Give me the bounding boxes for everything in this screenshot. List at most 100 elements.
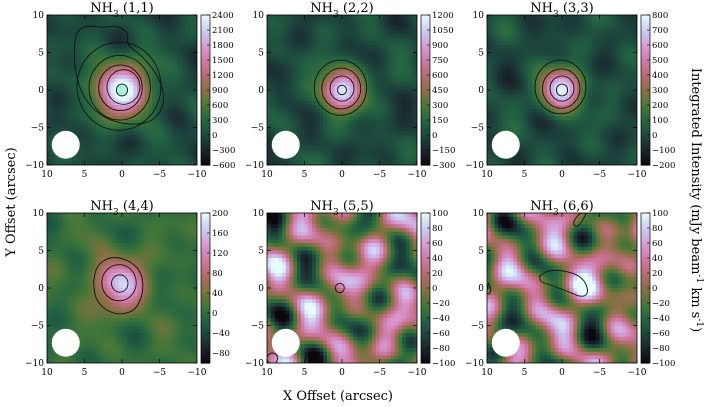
heatmap-cell bbox=[368, 15, 373, 20]
heatmap-cell bbox=[405, 37, 411, 42]
heatmap-cell bbox=[62, 157, 67, 162]
heatmap-cell bbox=[88, 157, 93, 162]
heatmap-cell bbox=[137, 67, 142, 72]
heatmap-cell bbox=[543, 90, 548, 95]
heatmap-cell bbox=[584, 33, 589, 39]
heatmap-cell bbox=[487, 138, 492, 144]
heatmap-cell bbox=[569, 86, 574, 91]
heatmap-cell bbox=[520, 101, 526, 106]
heatmap-cell bbox=[80, 63, 86, 69]
heatmap-cell bbox=[312, 157, 317, 162]
heatmap-cell bbox=[599, 150, 604, 155]
heatmap-cell bbox=[293, 90, 298, 95]
heatmap-cell bbox=[99, 131, 104, 136]
heatmap-cell bbox=[357, 71, 362, 76]
heatmap-cell bbox=[330, 150, 336, 155]
heatmap-cell bbox=[144, 18, 149, 24]
heatmap-cell bbox=[118, 142, 123, 147]
heatmap-cell bbox=[65, 86, 71, 91]
heatmap-cell bbox=[73, 123, 78, 129]
heatmap-cell bbox=[152, 135, 157, 140]
heatmap-cell bbox=[402, 15, 407, 20]
heatmap-cell bbox=[92, 78, 97, 84]
heatmap-cell bbox=[182, 93, 187, 99]
heatmap-cell bbox=[300, 127, 306, 132]
heatmap-cell bbox=[129, 97, 134, 102]
heatmap-cell bbox=[547, 56, 552, 61]
heatmap-cell bbox=[390, 60, 396, 65]
heatmap-cell bbox=[558, 52, 563, 57]
heatmap-cell bbox=[349, 15, 354, 20]
heatmap-cell bbox=[543, 93, 548, 99]
heatmap-cell bbox=[193, 30, 197, 35]
heatmap-cell bbox=[62, 86, 67, 91]
heatmap-cell bbox=[372, 48, 377, 54]
heatmap-cell bbox=[278, 90, 283, 95]
heatmap-cell bbox=[267, 22, 272, 27]
heatmap-cell bbox=[405, 48, 411, 54]
heatmap-cell bbox=[610, 153, 616, 159]
heatmap-cell bbox=[520, 15, 526, 20]
heatmap-cell bbox=[319, 97, 324, 102]
heatmap-cell bbox=[114, 67, 119, 72]
heatmap-cell bbox=[189, 157, 194, 162]
heatmap-cell bbox=[50, 135, 56, 140]
heatmap-cell bbox=[607, 146, 612, 151]
heatmap-cell bbox=[65, 108, 71, 114]
heatmap-cell bbox=[99, 93, 104, 99]
heatmap-cell bbox=[502, 22, 507, 27]
heatmap-cell bbox=[528, 153, 533, 159]
heatmap-cell bbox=[364, 112, 369, 117]
heatmap-cell bbox=[528, 93, 533, 99]
heatmap-cell bbox=[547, 120, 552, 125]
heatmap-cell bbox=[569, 138, 574, 144]
heatmap-cell bbox=[159, 157, 164, 162]
heatmap-cell bbox=[308, 52, 313, 57]
heatmap-cell bbox=[614, 105, 619, 110]
colorbar-swatch bbox=[421, 37, 430, 41]
heatmap-cell bbox=[573, 112, 578, 117]
heatmap-cell bbox=[569, 153, 574, 159]
heatmap-cell bbox=[513, 71, 518, 76]
heatmap-cell bbox=[517, 22, 522, 27]
heatmap-cell bbox=[144, 75, 149, 80]
heatmap-cell bbox=[353, 71, 358, 76]
heatmap-cell bbox=[588, 56, 593, 61]
heatmap-cell bbox=[547, 97, 552, 102]
heatmap-cell bbox=[528, 105, 533, 110]
heatmap-cell bbox=[390, 37, 396, 42]
heatmap-cell bbox=[580, 82, 586, 87]
heatmap-cell bbox=[629, 48, 634, 54]
heatmap-cell bbox=[107, 45, 112, 50]
heatmap-cell bbox=[353, 75, 358, 80]
heatmap-cell bbox=[368, 157, 373, 162]
heatmap-cell bbox=[562, 138, 567, 144]
heatmap-cell bbox=[390, 127, 396, 132]
heatmap-cell bbox=[312, 135, 317, 140]
heatmap-cell bbox=[125, 105, 131, 110]
heatmap-cell bbox=[114, 146, 119, 151]
heatmap-cell bbox=[588, 63, 593, 69]
heatmap-cell bbox=[50, 41, 56, 46]
heatmap-cell bbox=[592, 146, 597, 151]
heatmap-cell bbox=[334, 101, 339, 106]
heatmap-cell bbox=[342, 105, 347, 110]
heatmap-cell bbox=[603, 45, 608, 50]
heatmap-cell bbox=[300, 33, 306, 39]
heatmap-cell bbox=[618, 56, 623, 61]
heatmap-cell bbox=[502, 15, 507, 20]
heatmap-cell bbox=[402, 93, 407, 99]
heatmap-cell bbox=[274, 71, 279, 76]
heatmap-cell bbox=[509, 33, 514, 39]
heatmap-cell bbox=[543, 67, 548, 72]
heatmap-cell bbox=[95, 75, 101, 80]
heatmap-cell bbox=[148, 120, 153, 125]
heatmap-cell bbox=[107, 22, 112, 27]
heatmap-cell bbox=[47, 33, 52, 39]
heatmap-cell bbox=[297, 108, 302, 114]
heatmap-cell bbox=[140, 75, 146, 80]
heatmap-cell bbox=[520, 146, 526, 151]
heatmap-cell bbox=[140, 153, 146, 159]
heatmap-cell bbox=[603, 116, 608, 121]
heatmap-cell bbox=[528, 116, 533, 121]
